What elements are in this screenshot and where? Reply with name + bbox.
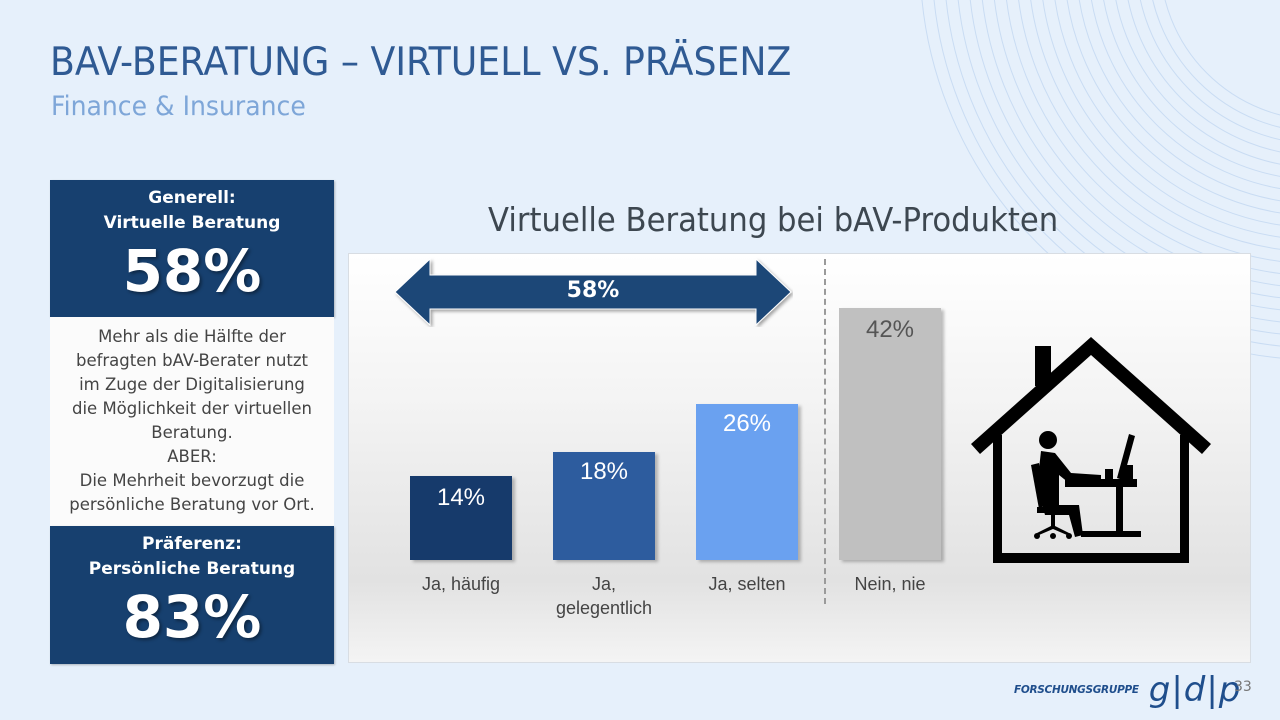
category-label: Nein, nie xyxy=(824,572,956,596)
kpi-label: Generell: xyxy=(148,188,236,208)
house-home-office-icon xyxy=(971,337,1211,563)
description-line: Mehr als die Hälfte der xyxy=(98,327,286,346)
chart-title: Virtuelle Beratung bei bAV-Produkten xyxy=(488,200,1059,239)
category-label: Ja, gelegentlich xyxy=(534,572,674,620)
category-label-text: Ja, selten xyxy=(708,574,786,594)
category-label-text: Ja, häufig xyxy=(421,574,501,594)
bar-ja-gelegentlich: 18% xyxy=(553,452,655,560)
kpi-value: 58% xyxy=(122,237,262,305)
kpi-label: Virtuelle Beratung xyxy=(103,213,281,233)
bar-nein-nie: 42% xyxy=(839,308,941,560)
bar-ja-haeufig: 14% xyxy=(410,476,512,560)
summary-description: Mehr als die Hälfte der befragten bAV-Be… xyxy=(50,317,334,526)
double-arrow-icon xyxy=(394,257,792,327)
bar-value-label: 14% xyxy=(436,484,486,511)
description-line: befragten bAV-Berater nutzt xyxy=(75,351,309,370)
arrow-value-label: 58% xyxy=(566,278,620,303)
description-line: Beratung. xyxy=(151,423,233,442)
logo-gdp: g|d|p xyxy=(1148,670,1242,710)
description-line: im Zuge der Digitalisierung xyxy=(79,375,305,394)
company-logo: FORSCHUNGSGRUPPE g|d|p xyxy=(1014,673,1241,707)
description-line: Die Mehrheit bevorzugt die xyxy=(79,471,305,490)
bar-value-label: 18% xyxy=(579,458,629,485)
page-title: BAV-BERATUNG – VIRTUELL VS. PRÄSENZ xyxy=(50,40,792,85)
bar-value-label: 42% xyxy=(865,316,915,343)
description-line: die Möglichkeit der virtuellen xyxy=(71,399,312,418)
description-line: ABER: xyxy=(167,447,217,466)
category-label-text: Nein, nie xyxy=(854,574,926,594)
category-label-text: Ja, xyxy=(591,574,616,594)
logo-brand-text: FORSCHUNGSGRUPPE xyxy=(1014,684,1139,696)
description-line: persönliche Beratung vor Ort. xyxy=(69,495,315,514)
page-subtitle: Finance & Insurance xyxy=(51,91,306,122)
bar-value-label: 26% xyxy=(722,410,772,437)
double-arrow-annotation: 58% xyxy=(393,257,793,327)
kpi-virtual-consulting: Generell: Virtuelle Beratung 58% xyxy=(50,180,334,317)
category-label-text: gelegentlich xyxy=(555,598,653,618)
kpi-label: Präferenz: xyxy=(142,534,242,554)
category-label: Ja, häufig xyxy=(395,572,527,596)
bar-ja-selten: 26% xyxy=(696,404,798,560)
dashed-divider xyxy=(824,259,826,604)
chart-panel: 58% 14% Ja, häufig 18% Ja, gelegentlich … xyxy=(348,253,1251,663)
page-number: 33 xyxy=(1234,679,1252,695)
category-label: Ja, selten xyxy=(681,572,813,596)
kpi-personal-consulting: Präferenz: Persönliche Beratung 83% xyxy=(50,526,334,664)
summary-column: Generell: Virtuelle Beratung 58% Mehr al… xyxy=(50,180,334,664)
kpi-label: Persönliche Beratung xyxy=(88,559,296,579)
kpi-value: 83% xyxy=(122,583,262,651)
